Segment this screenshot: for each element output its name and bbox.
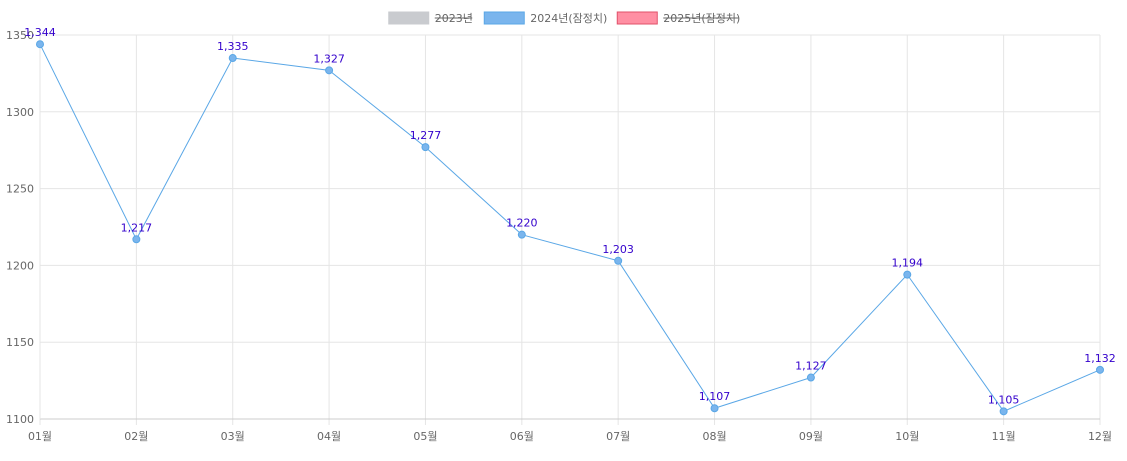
data-point[interactable] [517, 230, 526, 239]
data-labels: 1,344 1,217 1,335 1,327 1,277 1,220 1,203 1,107… [24, 26, 1116, 406]
x-tick-label: 04월 [317, 430, 341, 443]
data-label: 1,107 [699, 390, 731, 403]
y-tick-label: 1300 [6, 106, 34, 119]
x-tick-label: 09월 [799, 430, 823, 443]
x-tick-label: 11월 [992, 430, 1016, 443]
data-label: 1,105 [988, 393, 1020, 406]
legend-item[interactable]: 2024년(잠정치) [483, 11, 607, 25]
data-label: 1,127 [795, 360, 827, 373]
data-point[interactable] [36, 40, 44, 49]
data-point[interactable] [710, 404, 719, 413]
data-label: 1,203 [602, 243, 634, 256]
y-tick-label: 1250 [6, 183, 34, 196]
y-tick-label: 1200 [6, 259, 34, 272]
legend-item[interactable]: 2025년(잠정치) [616, 11, 740, 25]
data-label: 1,327 [313, 52, 345, 65]
y-tick-label: 1150 [6, 336, 34, 349]
legend: 2023년 2024년(잠정치) 2025년(잠정치) [388, 11, 740, 25]
data-label: 1,277 [410, 129, 442, 142]
x-tick-label: 03월 [221, 430, 245, 443]
data-label: 1,220 [506, 217, 538, 230]
data-label: 1,132 [1084, 352, 1116, 365]
data-label: 1,335 [217, 40, 249, 53]
data-label: 1,344 [24, 26, 56, 39]
data-point[interactable] [228, 54, 237, 63]
data-point[interactable] [132, 235, 141, 244]
data-label: 1,217 [121, 221, 153, 234]
data-point[interactable] [903, 270, 912, 279]
grid-lines [39, 34, 1101, 425]
x-tick-label: 12월 [1088, 430, 1112, 443]
data-point[interactable] [421, 143, 430, 152]
legend-label: 2024년(잠정치) [530, 12, 607, 25]
data-point[interactable] [1096, 365, 1104, 374]
x-tick-label: 05월 [413, 430, 437, 443]
y-tick-label: 1350 [6, 29, 34, 42]
axes: 1100 1150 1200 1250 1300 1350 01월 02월 03월 04월 05월 0… [6, 29, 1112, 443]
x-tick-label: 01월 [28, 430, 52, 443]
x-tick-label: 06월 [510, 430, 534, 443]
data-point[interactable] [806, 373, 815, 382]
series-lines [39, 43, 1101, 412]
x-tick-label: 08월 [702, 430, 726, 443]
data-points [36, 40, 1104, 416]
legend-swatch [616, 11, 658, 25]
legend-swatch [388, 11, 430, 25]
legend-swatch [483, 11, 525, 25]
series-line [39, 43, 1101, 412]
data-label: 1,194 [892, 257, 924, 270]
x-tick-label: 10월 [895, 430, 919, 443]
data-point[interactable] [614, 256, 623, 265]
y-tick-label: 1100 [6, 413, 34, 426]
x-tick-label: 07월 [606, 430, 630, 443]
data-point[interactable] [999, 407, 1008, 416]
data-point[interactable] [325, 66, 334, 75]
x-tick-label: 02월 [124, 430, 148, 443]
legend-item[interactable]: 2023년 [388, 11, 473, 25]
